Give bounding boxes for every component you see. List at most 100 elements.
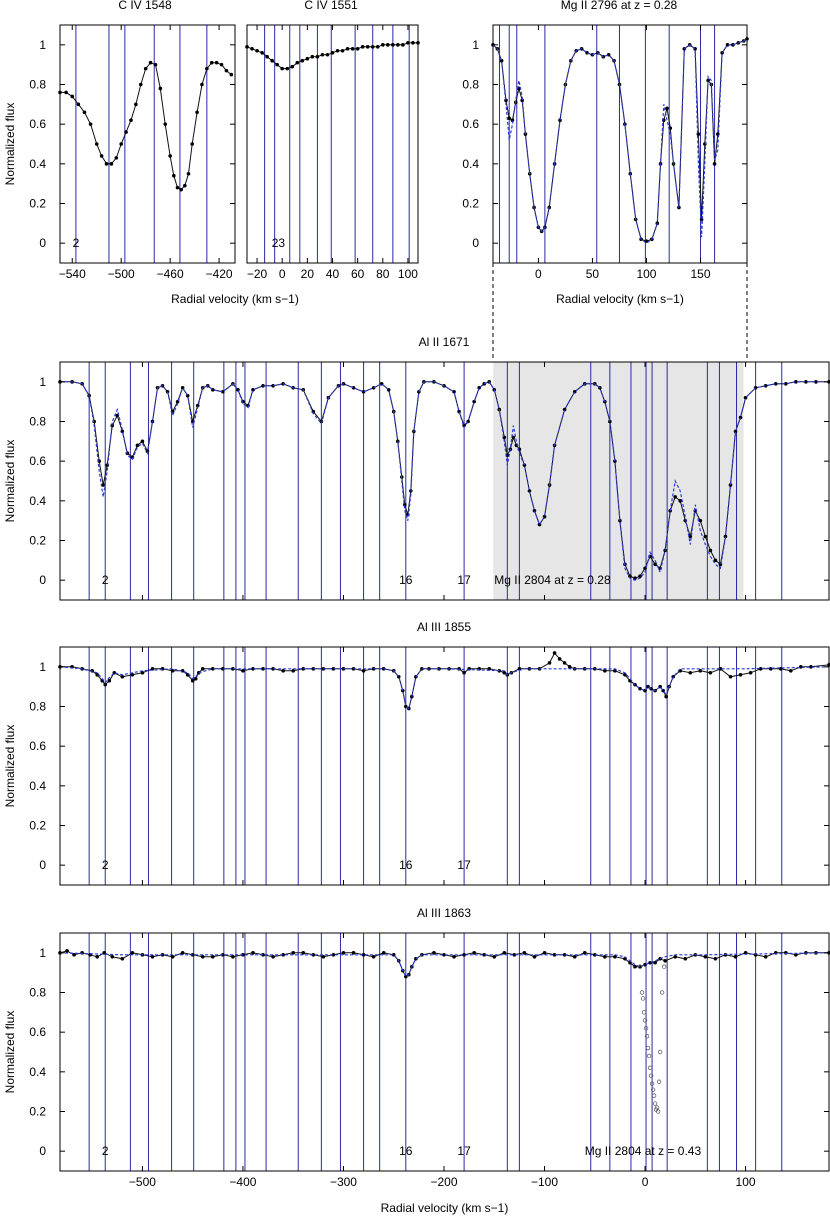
data-point xyxy=(261,667,265,671)
data-point xyxy=(375,45,380,49)
axes-frame xyxy=(492,24,748,264)
data-point xyxy=(271,667,275,671)
panel-alii1671: Al II 1671 0 0.2 0.4 0.6 0.8 1 2 16 17 Mg II 2804… xyxy=(3,335,830,601)
y-tick-label: 0.4 xyxy=(29,779,46,793)
data-point xyxy=(708,548,713,553)
axes-frame xyxy=(59,932,830,1172)
data-point xyxy=(140,670,145,675)
y-tick-label: 0.8 xyxy=(462,78,479,92)
x-axis-title: Radial velocity (km s−1) xyxy=(171,292,299,306)
x-tick-label: 0 xyxy=(535,267,542,281)
data-point xyxy=(120,674,125,679)
component-number: 2 xyxy=(73,236,80,250)
data-point xyxy=(763,955,768,959)
data-point xyxy=(130,672,135,677)
component-number: 16 xyxy=(399,858,413,872)
y-axis-title: Normalized flux xyxy=(3,440,17,523)
contaminant-point xyxy=(650,1087,656,1092)
data-point xyxy=(196,670,201,675)
data-point xyxy=(65,949,69,953)
data-point xyxy=(241,669,245,673)
y-tick-label: 0.8 xyxy=(29,415,46,429)
y-tick-label: 1 xyxy=(39,38,46,52)
data-point xyxy=(361,669,366,673)
data-point xyxy=(713,956,718,961)
contaminant-point xyxy=(643,1025,649,1031)
data-point xyxy=(633,964,637,969)
data-point xyxy=(209,60,214,65)
panel-mgii2796: Mg II 2796 at z = 0.28 0 50 100 150 0 0.2 0.4 0… xyxy=(462,0,749,306)
y-tick-label: 0.4 xyxy=(29,494,46,508)
component-number: 17 xyxy=(457,1144,471,1158)
data-point xyxy=(101,483,106,487)
y-tick-label: 0.2 xyxy=(29,1105,46,1119)
x-tick-label: 100 xyxy=(636,267,656,281)
y-tick-label: 1 xyxy=(39,946,46,960)
data-point xyxy=(706,78,710,83)
data-point xyxy=(143,66,148,71)
x-tick-label: −540 xyxy=(59,267,86,281)
data-point xyxy=(305,56,310,61)
data-point xyxy=(381,951,386,955)
data-point xyxy=(251,667,255,671)
data-point xyxy=(95,955,99,959)
data-point xyxy=(345,47,350,51)
contaminant-point xyxy=(646,1053,652,1059)
x-tick-label: −300 xyxy=(330,1175,357,1189)
data-point xyxy=(280,66,285,71)
data-point xyxy=(341,951,346,955)
y-tick-label: 0.4 xyxy=(29,1065,46,1079)
data-point xyxy=(718,667,723,671)
data-point xyxy=(291,951,296,955)
data-point xyxy=(72,953,76,957)
axes-frame xyxy=(59,646,830,886)
data-point xyxy=(633,576,637,580)
data-point xyxy=(557,657,562,661)
data-point xyxy=(365,45,370,49)
data-point xyxy=(613,669,617,673)
data-point xyxy=(180,951,185,955)
data-point xyxy=(673,495,677,499)
data-point xyxy=(214,60,219,65)
data-point xyxy=(522,951,527,955)
contaminant-point xyxy=(647,1065,653,1071)
x-axis-title: Radial velocity (km s−1) xyxy=(171,292,299,306)
data-point xyxy=(748,670,753,675)
x-tick-label: −200 xyxy=(430,1175,457,1189)
data-point xyxy=(623,672,627,677)
data-point xyxy=(773,382,778,386)
data-point xyxy=(120,429,125,434)
data-point xyxy=(664,694,668,699)
data-point xyxy=(82,110,87,115)
data-point xyxy=(502,670,507,675)
data-point xyxy=(200,955,205,959)
x-tick-label: −100 xyxy=(531,1175,558,1189)
data-point xyxy=(582,951,587,955)
data-point xyxy=(628,960,632,965)
data-point xyxy=(261,384,265,388)
data-point xyxy=(442,953,446,957)
contaminant-point xyxy=(649,1081,655,1086)
data-point xyxy=(703,534,708,539)
data-point xyxy=(270,58,274,63)
y-tick-label: 0 xyxy=(39,858,46,872)
data-point xyxy=(109,162,114,166)
y-tick-label: 0.2 xyxy=(29,819,46,833)
data-point xyxy=(251,951,255,955)
data-point xyxy=(285,66,290,71)
data-point xyxy=(221,667,225,671)
y-tick-label: 0.8 xyxy=(29,700,46,714)
data-point xyxy=(130,951,135,955)
data-point xyxy=(391,43,395,47)
data-point xyxy=(814,380,818,384)
panel-title: Mg II 2796 at z = 0.28 xyxy=(561,0,678,12)
x-tick-label: −420 xyxy=(206,267,233,281)
data-point xyxy=(520,98,524,103)
data-point xyxy=(195,403,200,408)
data-point xyxy=(351,951,356,955)
data-point xyxy=(190,142,194,146)
data-point xyxy=(370,45,375,49)
data-point xyxy=(119,142,123,146)
y-tick-label: 0 xyxy=(39,573,46,587)
data-point xyxy=(300,58,305,63)
